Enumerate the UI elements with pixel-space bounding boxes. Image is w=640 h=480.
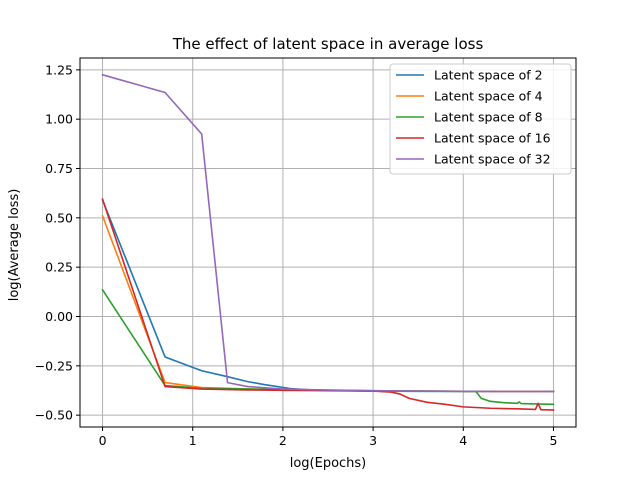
legend-entry: Latent space of 2 — [434, 68, 543, 83]
y-tick-label: −0.25 — [35, 358, 73, 373]
y-axis-label: log(Average loss) — [7, 189, 22, 302]
y-tick-label: 0.75 — [45, 161, 73, 176]
x-tick-label: 3 — [369, 433, 377, 448]
y-tick-label: 1.25 — [45, 62, 73, 77]
y-tick-label: −0.50 — [35, 408, 73, 423]
x-tick-label: 0 — [99, 433, 107, 448]
x-tick-label: 5 — [549, 433, 557, 448]
series-line-5 — [101, 73, 555, 393]
legend-entry: Latent space of 4 — [434, 89, 543, 104]
y-axis: −0.50 −0.25 0.00 0.25 0.50 0.75 1.00 1.25 — [35, 62, 80, 423]
y-tick-label: 0.50 — [45, 210, 73, 225]
legend-entry: Latent space of 32 — [434, 152, 551, 167]
legend-entry: Latent space of 8 — [434, 110, 543, 125]
x-axis: 0 1 2 3 4 5 — [99, 427, 557, 448]
grid-lines — [80, 58, 576, 427]
series-layer — [101, 73, 555, 411]
y-tick-label: 0.00 — [45, 309, 73, 324]
legend-entry: Latent space of 16 — [434, 131, 551, 146]
x-tick-label: 2 — [279, 433, 287, 448]
y-tick-label: 0.25 — [45, 260, 73, 275]
series-line-4 — [101, 198, 555, 411]
legend: Latent space of 2 Latent space of 4 Latent… — [389, 63, 572, 175]
plot-frame — [79, 57, 577, 428]
legend-box — [389, 63, 572, 175]
x-tick-label: 1 — [189, 433, 197, 448]
x-axis-label: log(Epochs) — [290, 456, 367, 471]
x-tick-label: 4 — [459, 433, 467, 448]
chart-title: The effect of latent space in average lo… — [172, 35, 484, 53]
y-tick-label: 1.00 — [45, 112, 73, 127]
